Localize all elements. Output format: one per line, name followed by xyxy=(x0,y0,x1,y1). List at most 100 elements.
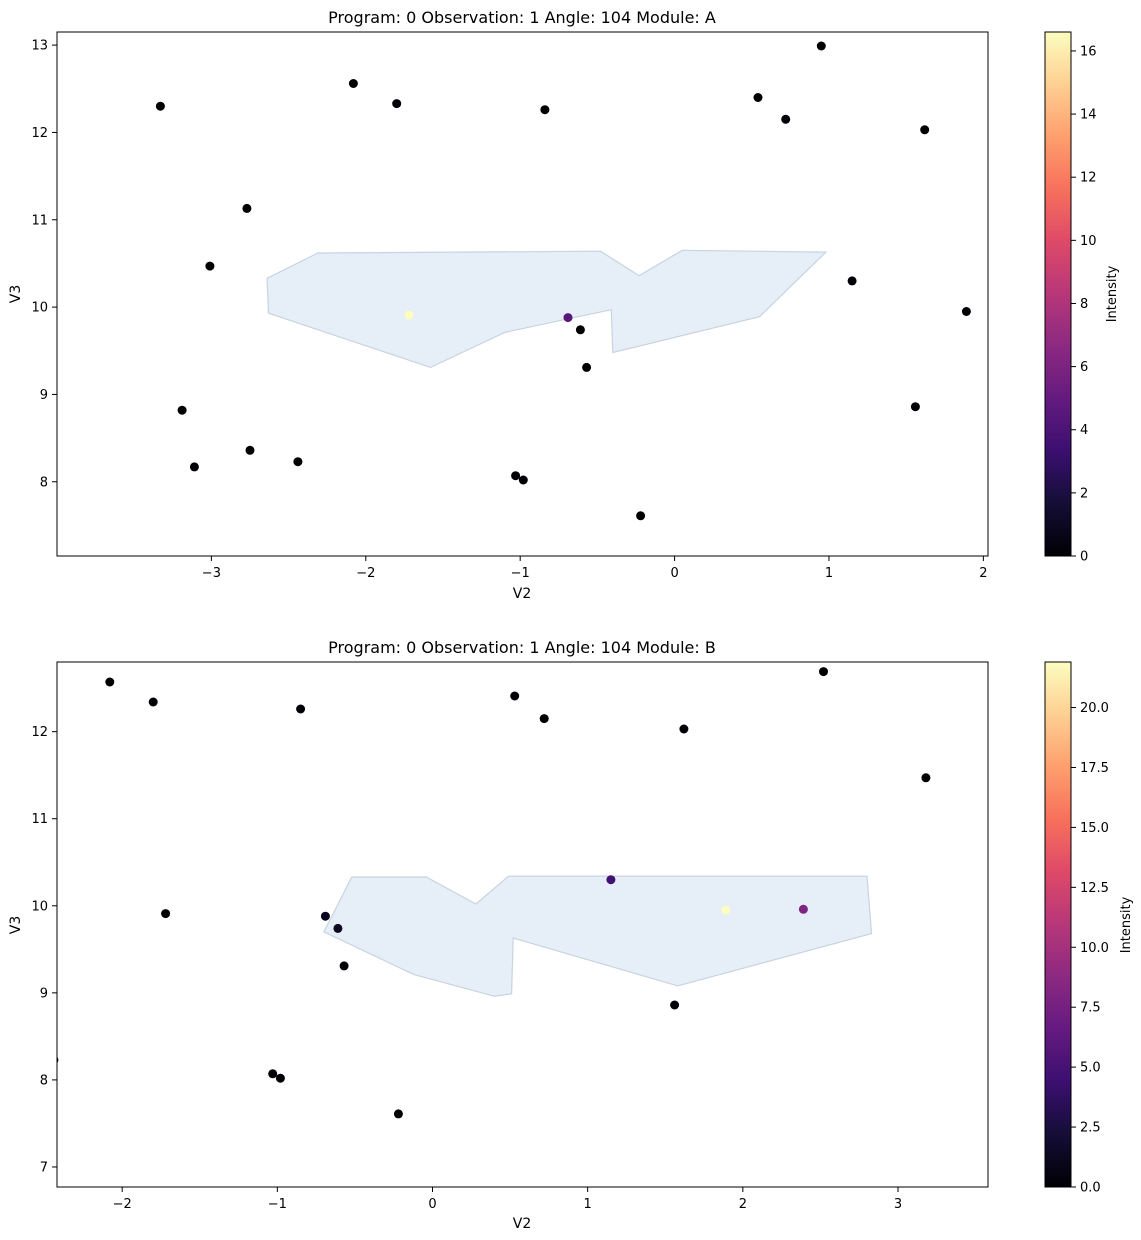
scatter-point xyxy=(148,697,158,707)
colorbar-gradient xyxy=(1044,31,1072,557)
x-tick-label: 1 xyxy=(825,566,833,581)
x-tick-label: 3 xyxy=(894,1197,902,1212)
y-tick-label: 9 xyxy=(40,388,48,403)
scatter-point xyxy=(189,462,199,472)
colorbar-tick-label: 16 xyxy=(1080,44,1097,59)
colorbar-ticks: 0.0 2.5 5.0 7.5 10.0 12.5 15.0 17.5 20.0 xyxy=(1071,701,1109,1196)
scatter-point xyxy=(910,402,920,412)
plot-frame xyxy=(56,661,989,1188)
x-tick-label: −1 xyxy=(511,566,530,581)
colorbar-tick-label: 15.0 xyxy=(1080,821,1109,836)
scatter-point xyxy=(511,471,521,481)
y-tick-label: 10 xyxy=(31,301,48,316)
y-tick-label: 11 xyxy=(31,213,48,228)
x-tick-label: −3 xyxy=(202,566,221,581)
colorbar-tick-label: 2 xyxy=(1080,486,1088,501)
chart-title: Program: 0 Observation: 1 Angle: 104 Mod… xyxy=(328,638,716,657)
y-tick-label: 12 xyxy=(31,725,48,740)
scatter-point xyxy=(539,714,549,724)
scatter-point xyxy=(781,114,791,124)
chart-title: Program: 0 Observation: 1 Angle: 104 Mod… xyxy=(328,8,716,27)
colorbar-tick-label: 4 xyxy=(1080,423,1088,438)
colorbar-tick-label: 10 xyxy=(1080,234,1097,249)
x-tick-label: −2 xyxy=(356,566,375,581)
y-tick-label: 12 xyxy=(31,126,48,141)
scatter-point xyxy=(961,307,971,316)
region-polygon xyxy=(323,875,873,997)
y-tick-label: 7 xyxy=(40,1160,48,1175)
scatter-point xyxy=(404,310,414,320)
scatter-point xyxy=(582,362,592,372)
colorbar-label: Intensity xyxy=(1105,265,1120,322)
x-tick-label: 0 xyxy=(428,1197,436,1212)
scatter-point xyxy=(721,905,731,915)
scatter-point xyxy=(268,1069,278,1079)
x-axis: −2 −1 0 1 2 3 xyxy=(113,1187,902,1212)
colorbar-tick-label: 0.0 xyxy=(1080,1181,1101,1196)
scatter-point xyxy=(392,99,402,109)
scatter-point xyxy=(819,667,828,677)
x-axis-label: V2 xyxy=(513,1216,531,1232)
scatter-point xyxy=(177,405,187,415)
y-axis-label: V3 xyxy=(8,285,24,303)
x-tick-label: 2 xyxy=(979,566,987,581)
scatter-point xyxy=(753,93,763,102)
scatter-point xyxy=(161,909,171,919)
scatter-point xyxy=(518,475,528,485)
colorbar-tick-label: 17.5 xyxy=(1080,761,1109,776)
x-tick-label: −1 xyxy=(268,1197,287,1212)
scatter-point xyxy=(733,32,736,33)
scatter-points xyxy=(57,667,931,1119)
y-tick-label: 10 xyxy=(31,899,48,914)
scatter-point xyxy=(296,704,306,714)
scatter-point xyxy=(575,325,585,335)
y-tick-label: 13 xyxy=(31,39,48,54)
colorbar-tick-label: 14 xyxy=(1080,108,1097,123)
scatter-point xyxy=(920,125,930,135)
colorbar-tick-label: 6 xyxy=(1080,360,1088,375)
scatter-point xyxy=(339,961,349,971)
y-tick-label: 9 xyxy=(40,986,48,1001)
scatter-point xyxy=(242,203,252,213)
x-axis: −3 −2 −1 0 1 2 xyxy=(202,556,988,581)
scatter-point xyxy=(540,105,550,115)
scatter-point xyxy=(205,261,215,271)
scatter-point xyxy=(348,79,358,88)
x-axis-label: V2 xyxy=(513,586,531,602)
scatter-point xyxy=(679,724,689,734)
scatter-point xyxy=(606,875,616,885)
colorbar-tick-label: 10.0 xyxy=(1080,941,1109,956)
scatter-point xyxy=(921,773,931,783)
scatter-point xyxy=(320,911,330,921)
scatter-points xyxy=(155,32,971,521)
x-tick-label: 2 xyxy=(739,1197,747,1212)
scatter-point xyxy=(670,1000,680,1010)
x-tick-label: −2 xyxy=(113,1197,132,1212)
scatter-point xyxy=(293,457,303,467)
scatter-point xyxy=(510,691,520,701)
scatter-point xyxy=(393,1109,403,1119)
colorbar-tick-label: 0 xyxy=(1080,550,1088,565)
plot-area xyxy=(155,32,971,521)
y-axis-label: V3 xyxy=(8,916,24,934)
scatter-point xyxy=(816,41,826,51)
colorbar-tick-label: 7.5 xyxy=(1080,1001,1101,1016)
scatter-point xyxy=(798,904,808,914)
colorbar-tick-label: 2.5 xyxy=(1080,1121,1101,1136)
panel-a: Program: 0 Observation: 1 Angle: 104 Mod… xyxy=(8,8,1120,602)
y-tick-label: 8 xyxy=(40,1073,48,1088)
y-axis: 7 8 9 10 11 12 xyxy=(31,725,57,1175)
y-tick-label: 11 xyxy=(31,812,48,827)
scatter-point xyxy=(155,101,165,111)
colorbar-label: Intensity xyxy=(1119,896,1134,953)
colorbar-tick-label: 12 xyxy=(1080,171,1097,186)
region-polygon xyxy=(266,249,828,369)
scatter-point xyxy=(105,677,115,687)
y-axis: 8 9 10 11 12 13 xyxy=(31,39,57,490)
colorbar-tick-label: 8 xyxy=(1080,297,1088,312)
scatter-point xyxy=(245,445,255,455)
colorbar-tick-label: 20.0 xyxy=(1080,701,1109,716)
colorbar-tick-label: 5.0 xyxy=(1080,1061,1101,1076)
scatter-point xyxy=(333,923,343,933)
